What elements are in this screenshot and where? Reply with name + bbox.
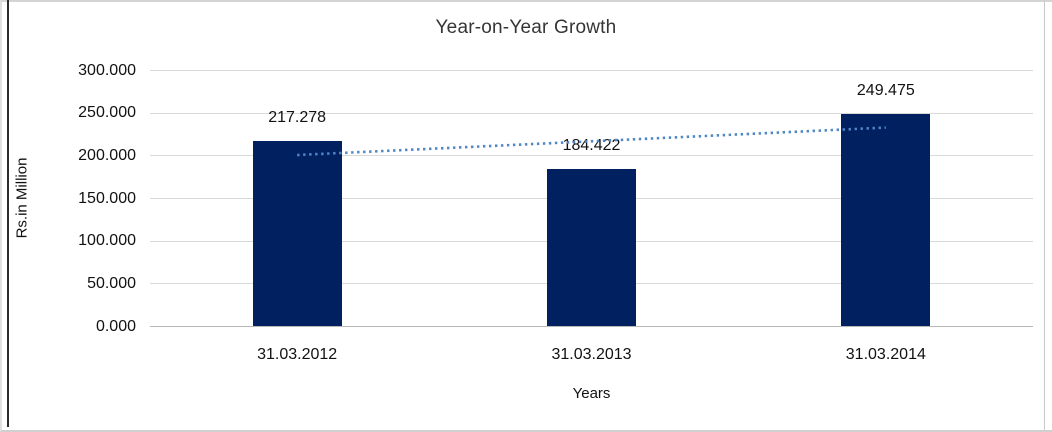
trendline-path [297, 126, 886, 157]
gridline [150, 155, 1033, 157]
x-category-label: 31.03.2014 [845, 346, 926, 363]
page-right-border [1044, 0, 1045, 430]
data-label: 217.278 [268, 109, 327, 127]
chart-title: Year-on-Year Growth [435, 17, 617, 38]
data-label: 249.475 [856, 81, 915, 99]
data-label: 184.422 [562, 137, 621, 155]
bar [252, 141, 342, 327]
gridline [150, 112, 1033, 114]
y-tick-label: 200.000 [78, 146, 136, 164]
x-category-label: 31.03.2013 [551, 346, 632, 363]
gridline [150, 70, 1033, 71]
x-axis-title: Years [572, 385, 611, 402]
y-tick-label: 50.000 [87, 274, 136, 292]
x-category-label: 31.03.2012 [257, 346, 338, 363]
y-tick-label: 300.000 [78, 61, 136, 79]
y-tick-label: 0.000 [95, 317, 136, 335]
y-tick-label: 100.000 [78, 232, 136, 250]
bar [841, 113, 931, 327]
y-tick-label: 250.000 [78, 104, 136, 122]
chart-left-border [7, 0, 9, 427]
zero-gridline [150, 326, 1033, 327]
y-tick-label: 150.000 [78, 189, 136, 207]
bar [547, 169, 636, 327]
